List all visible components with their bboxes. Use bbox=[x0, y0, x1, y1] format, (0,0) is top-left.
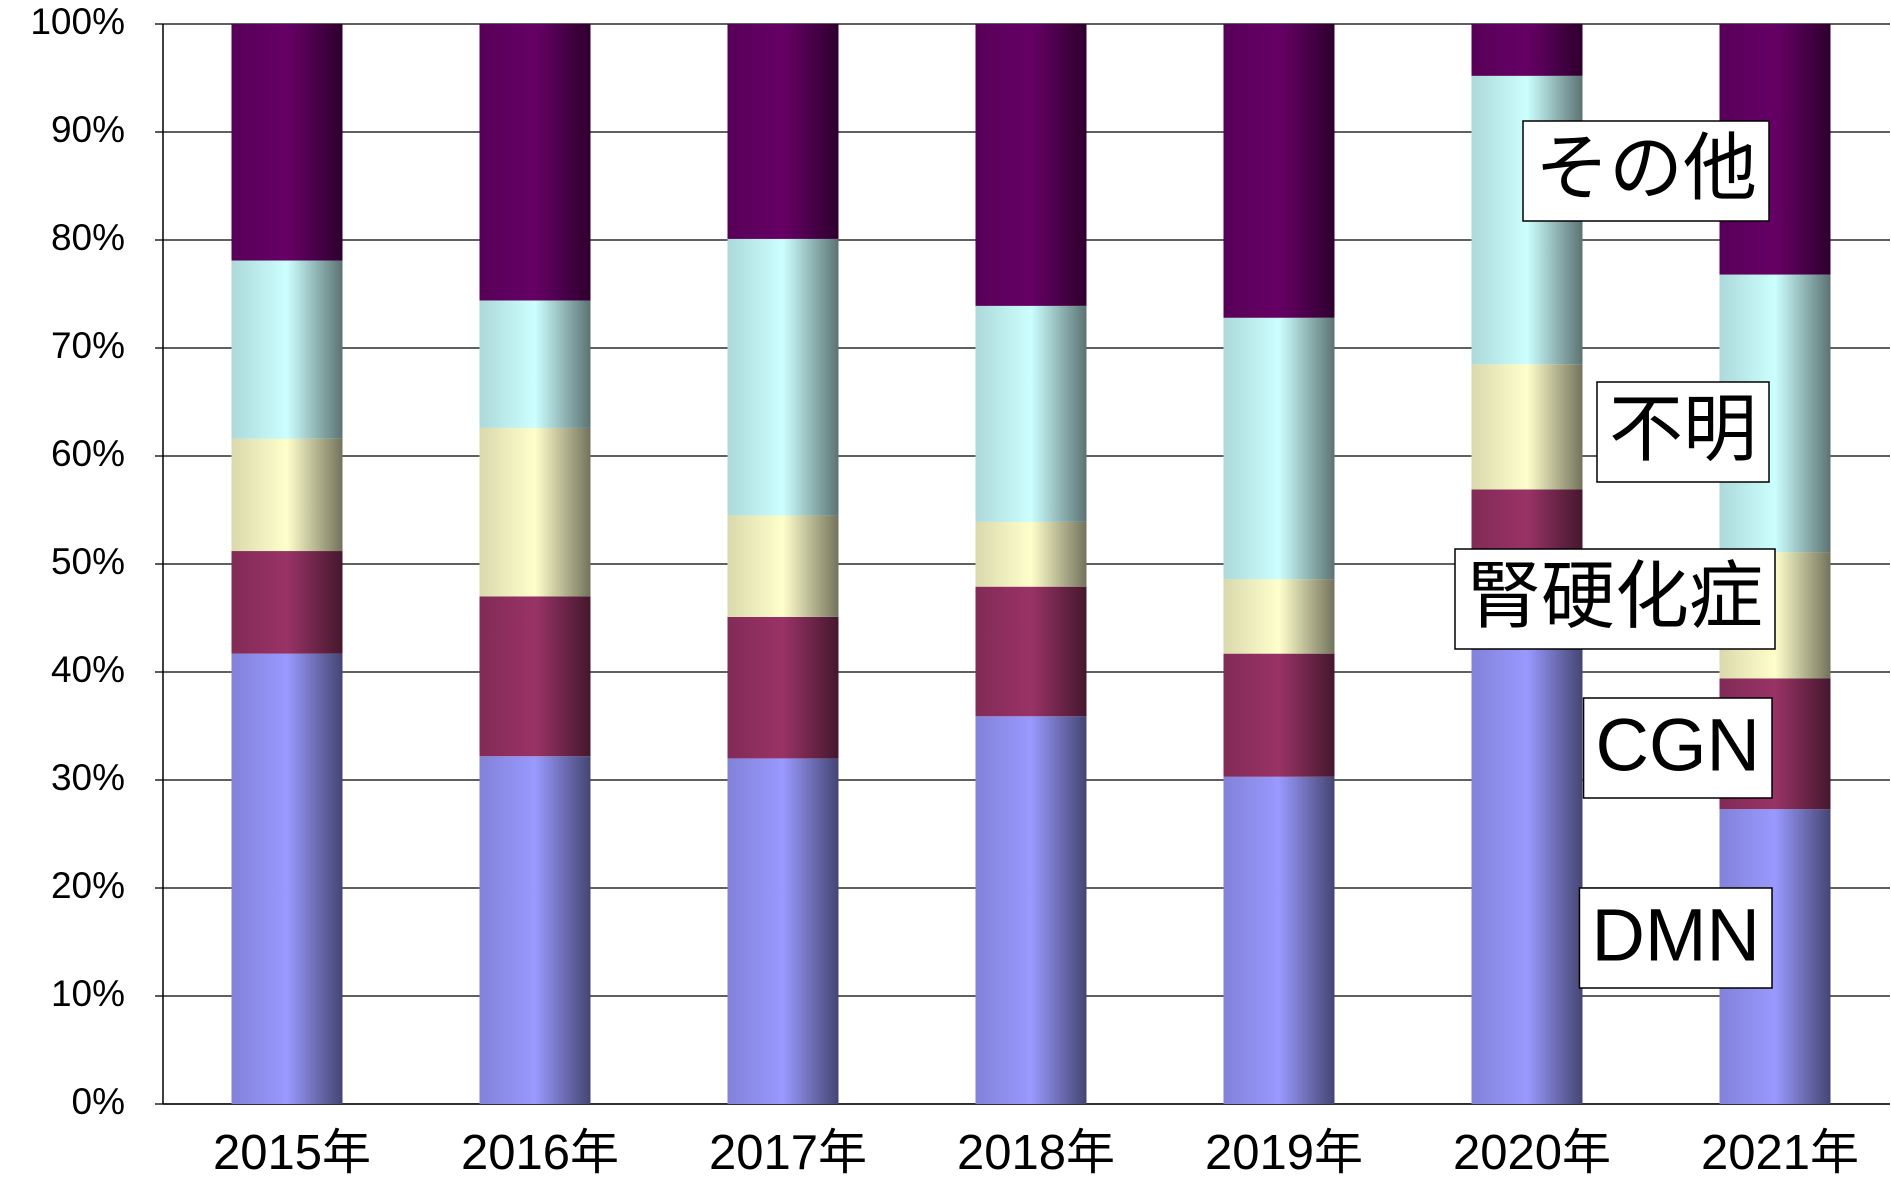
bar-segment bbox=[231, 438, 343, 552]
series-label: その他 bbox=[1535, 127, 1757, 210]
bar-segment bbox=[975, 716, 1087, 1104]
y-tick-label: 20% bbox=[51, 865, 125, 906]
bar-segment bbox=[479, 300, 591, 428]
y-tick-label: 30% bbox=[51, 757, 125, 798]
x-tick-label: 2016年 bbox=[461, 1126, 619, 1180]
bar-segment bbox=[231, 24, 343, 261]
label-box bbox=[1582, 697, 1773, 799]
y-tick-label: 40% bbox=[51, 649, 125, 690]
y-tick-label: 50% bbox=[51, 541, 125, 582]
bar-segment bbox=[1223, 776, 1335, 1104]
bar-segment bbox=[479, 756, 591, 1104]
bar-segment bbox=[1223, 317, 1335, 580]
y-tick-label: 80% bbox=[51, 217, 125, 258]
bar-segment bbox=[1223, 653, 1335, 777]
bar-segment bbox=[975, 586, 1087, 717]
bar-segment bbox=[231, 551, 343, 654]
y-tick-label: 100% bbox=[30, 1, 125, 42]
y-tick-label: 0% bbox=[72, 1081, 125, 1122]
series-label: CGN bbox=[1596, 704, 1760, 787]
bar-segment bbox=[479, 427, 591, 597]
x-tick-label: 2017年 bbox=[709, 1126, 867, 1180]
x-tick-label: 2018年 bbox=[957, 1126, 1115, 1180]
bar-segment bbox=[727, 758, 839, 1104]
bar-segment bbox=[479, 596, 591, 757]
label-box bbox=[1596, 381, 1770, 483]
bar-segment bbox=[1223, 579, 1335, 654]
y-tick-label: 70% bbox=[51, 325, 125, 366]
series-label: DMN bbox=[1591, 894, 1760, 977]
label-box bbox=[1522, 120, 1770, 222]
y-tick-label: 60% bbox=[51, 433, 125, 474]
series-label: 不明 bbox=[1609, 388, 1757, 471]
bar-segment bbox=[1471, 364, 1583, 490]
bar-segment bbox=[727, 24, 839, 239]
x-tick-label: 2019年 bbox=[1205, 1126, 1363, 1180]
bar-segment bbox=[231, 260, 343, 439]
bar-segment bbox=[975, 521, 1087, 587]
x-tick-label: 2020年 bbox=[1453, 1126, 1611, 1180]
bar-segment bbox=[727, 515, 839, 617]
bar-segment bbox=[975, 24, 1087, 306]
bar-segment bbox=[479, 24, 591, 301]
label-box bbox=[1454, 548, 1776, 650]
bar-segment bbox=[727, 616, 839, 759]
series-label: 腎硬化症 bbox=[1467, 555, 1763, 638]
label-box bbox=[1578, 887, 1773, 989]
bar-segment bbox=[975, 305, 1087, 522]
bar-segment bbox=[1471, 24, 1583, 76]
bar-segment bbox=[727, 238, 839, 516]
bar-segment bbox=[1223, 24, 1335, 318]
bar-segment bbox=[231, 653, 343, 1104]
y-tick-label: 90% bbox=[51, 109, 125, 150]
y-tick-label: 10% bbox=[51, 973, 125, 1014]
bar-segment bbox=[1471, 645, 1583, 1104]
x-tick-label: 2015年 bbox=[213, 1126, 371, 1180]
x-tick-label: 2021年 bbox=[1701, 1126, 1859, 1180]
